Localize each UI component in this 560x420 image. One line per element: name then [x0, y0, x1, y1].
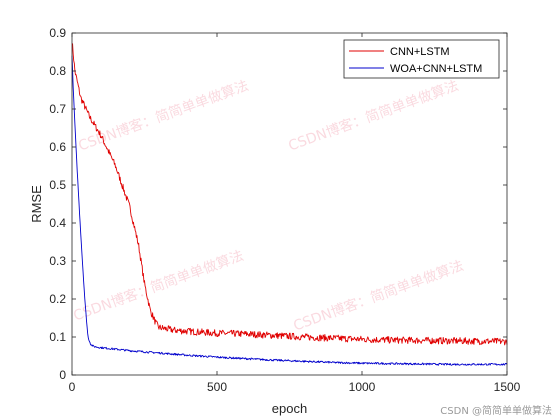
y-tick-label: 0.6	[49, 140, 66, 154]
y-axis-title: RMSE	[29, 185, 44, 223]
series-line-2	[71, 55, 508, 366]
x-tick-label: 500	[207, 380, 227, 394]
y-tick-label: 0.8	[49, 64, 66, 78]
x-axis-title: epoch	[272, 401, 307, 416]
y-tick-label: 0.9	[49, 26, 66, 40]
footer-credit: CSDN @简简单单做算法	[440, 404, 552, 417]
watermark-text: CSDN博客：简简单单做算法	[291, 257, 466, 335]
watermark-text: CSDN博客：简简单单做算法	[76, 77, 251, 155]
plot-lines	[71, 43, 508, 366]
plot-area-frame	[71, 32, 508, 376]
y-tick-label: 0	[59, 368, 66, 382]
y-tick-label: 0.1	[49, 330, 66, 344]
y-tick-label: 0.3	[49, 254, 66, 268]
series-line-1	[71, 43, 508, 346]
legend-label: CNN+LSTM	[390, 46, 450, 58]
x-axis: 0 500 1000 1500	[69, 33, 521, 394]
x-tick-label: 1500	[494, 380, 521, 394]
x-tick-label: 1000	[349, 380, 376, 394]
watermark-text: CSDN博客：简简单单做算法	[286, 77, 461, 155]
watermark-text: CSDN博客：简简单单做算法	[71, 247, 246, 325]
y-tick-label: 0.2	[49, 292, 66, 306]
y-tick-label: 0.7	[49, 102, 66, 116]
y-tick-label: 0.5	[49, 178, 66, 192]
legend-label: WOA+CNN+LSTM	[390, 63, 482, 75]
legend: CNN+LSTM WOA+CNN+LSTM	[343, 39, 500, 79]
y-tick-label: 0.4	[49, 216, 66, 230]
x-tick-label: 0	[69, 380, 76, 394]
legend-box	[343, 39, 500, 79]
y-axis: 0 0.1 0.2 0.3 0.4 0.5 0.6 0.7 0.8 0.9	[49, 26, 507, 382]
